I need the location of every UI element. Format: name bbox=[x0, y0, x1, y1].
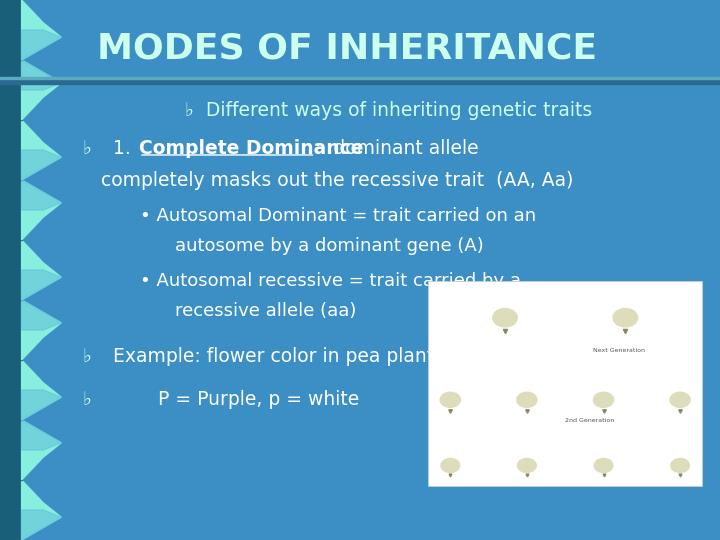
Polygon shape bbox=[22, 270, 61, 300]
Text: ♭: ♭ bbox=[83, 139, 91, 158]
Polygon shape bbox=[0, 120, 22, 180]
Polygon shape bbox=[22, 300, 61, 330]
Circle shape bbox=[518, 458, 536, 472]
Circle shape bbox=[671, 458, 690, 472]
Circle shape bbox=[613, 308, 638, 327]
Polygon shape bbox=[22, 300, 61, 360]
Circle shape bbox=[593, 392, 613, 407]
Polygon shape bbox=[22, 120, 61, 180]
Polygon shape bbox=[22, 180, 61, 210]
Text: autosome by a dominant gene (A): autosome by a dominant gene (A) bbox=[175, 237, 484, 255]
Text: Example: flower color in pea plants: Example: flower color in pea plants bbox=[113, 347, 444, 366]
Text: • Autosomal recessive = trait carried by a: • Autosomal recessive = trait carried by… bbox=[140, 272, 521, 290]
Text: recessive allele (aa): recessive allele (aa) bbox=[175, 301, 356, 320]
Text: • Autosomal Dominant = trait carried on an: • Autosomal Dominant = trait carried on … bbox=[140, 207, 536, 225]
Bar bbox=[428, 281, 702, 486]
Text: ♭: ♭ bbox=[83, 347, 91, 366]
Text: :  dominant allele: : dominant allele bbox=[315, 139, 479, 158]
Polygon shape bbox=[0, 360, 22, 420]
Text: 2nd Generation: 2nd Generation bbox=[565, 418, 614, 423]
Text: Complete Dominance: Complete Dominance bbox=[139, 139, 364, 158]
Circle shape bbox=[441, 458, 459, 472]
Polygon shape bbox=[0, 0, 22, 60]
Bar bbox=[0, 79, 720, 84]
Polygon shape bbox=[22, 150, 61, 180]
Text: MODES OF INHERITANCE: MODES OF INHERITANCE bbox=[97, 32, 598, 65]
Polygon shape bbox=[22, 180, 61, 240]
Polygon shape bbox=[22, 240, 61, 300]
Polygon shape bbox=[0, 60, 22, 120]
Polygon shape bbox=[0, 180, 22, 240]
Polygon shape bbox=[22, 60, 61, 90]
Text: Next Generation: Next Generation bbox=[593, 348, 644, 353]
Circle shape bbox=[517, 392, 537, 407]
Polygon shape bbox=[0, 300, 22, 360]
Polygon shape bbox=[22, 0, 61, 60]
Polygon shape bbox=[22, 420, 61, 480]
Polygon shape bbox=[0, 240, 22, 300]
Polygon shape bbox=[0, 420, 22, 480]
Text: ♭  Different ways of inheriting genetic traits: ♭ Different ways of inheriting genetic t… bbox=[185, 101, 593, 120]
Polygon shape bbox=[22, 390, 61, 420]
Circle shape bbox=[440, 392, 460, 407]
Polygon shape bbox=[22, 360, 61, 420]
Text: ♭: ♭ bbox=[83, 390, 91, 409]
Circle shape bbox=[492, 308, 517, 327]
Polygon shape bbox=[22, 30, 61, 60]
Text: completely masks out the recessive trait  (AA, Aa): completely masks out the recessive trait… bbox=[101, 171, 573, 191]
Polygon shape bbox=[22, 480, 61, 540]
Polygon shape bbox=[22, 510, 61, 540]
Polygon shape bbox=[22, 420, 61, 450]
Circle shape bbox=[594, 458, 613, 472]
Bar bbox=[0, 77, 720, 79]
Text: 1.: 1. bbox=[113, 139, 143, 158]
Polygon shape bbox=[0, 480, 22, 540]
Text: P = Purple, p = white: P = Purple, p = white bbox=[158, 390, 360, 409]
Circle shape bbox=[670, 392, 690, 407]
Polygon shape bbox=[22, 60, 61, 120]
